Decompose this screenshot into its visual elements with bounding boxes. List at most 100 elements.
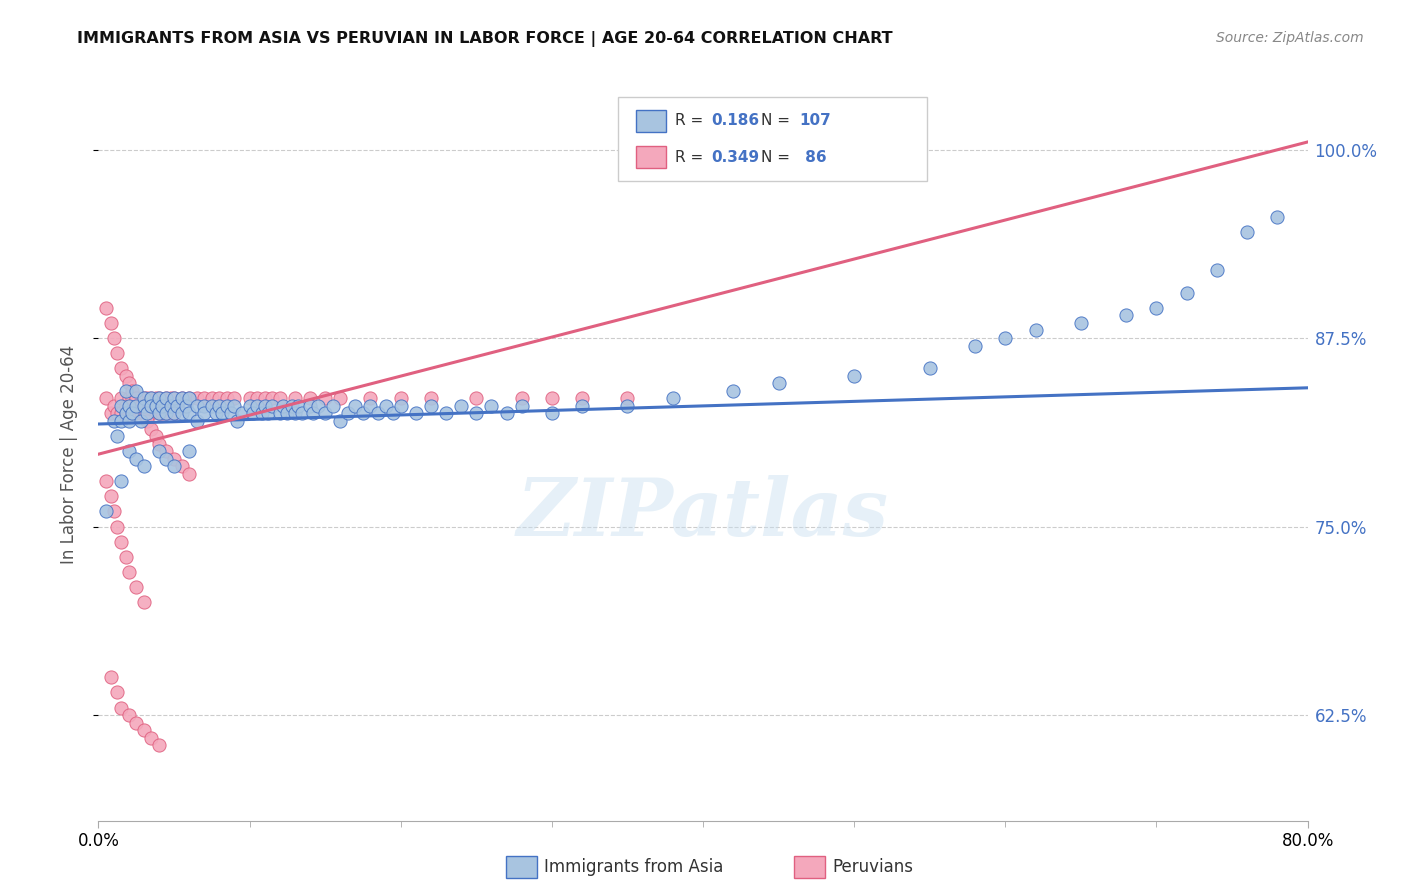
Point xyxy=(125,384,148,398)
Point xyxy=(193,407,215,421)
Point xyxy=(132,459,155,474)
Point xyxy=(1144,301,1167,315)
Point xyxy=(208,392,231,406)
Point xyxy=(201,399,224,413)
Point xyxy=(276,407,298,421)
Point xyxy=(132,407,155,421)
Point xyxy=(1070,316,1092,330)
Text: 107: 107 xyxy=(800,113,831,128)
Point xyxy=(163,451,186,466)
Point xyxy=(110,399,132,413)
Point xyxy=(121,407,143,421)
Point xyxy=(118,414,141,428)
Point xyxy=(1175,285,1198,300)
Point xyxy=(110,392,132,406)
Point xyxy=(170,459,193,474)
Point xyxy=(100,670,122,684)
Point xyxy=(155,444,177,458)
Point xyxy=(105,407,128,421)
Point xyxy=(132,595,155,609)
Point xyxy=(105,519,128,533)
Point xyxy=(179,392,201,406)
Point xyxy=(179,467,201,481)
Point xyxy=(1115,309,1137,323)
Point xyxy=(129,407,152,421)
Point xyxy=(132,399,155,413)
Point xyxy=(495,407,517,421)
Text: R =: R = xyxy=(675,113,709,128)
Point xyxy=(110,700,132,714)
Point xyxy=(163,459,186,474)
Point xyxy=(94,392,117,406)
Point xyxy=(224,399,246,413)
Point xyxy=(205,407,228,421)
Point xyxy=(114,399,136,413)
Point xyxy=(118,565,141,579)
Point xyxy=(250,407,273,421)
Point xyxy=(141,392,163,406)
Point xyxy=(389,392,412,406)
Point xyxy=(118,392,141,406)
Point xyxy=(481,399,503,413)
Point xyxy=(174,399,197,413)
Point xyxy=(281,399,304,413)
Point xyxy=(148,738,170,752)
Point xyxy=(155,392,177,406)
Point xyxy=(105,346,128,360)
Point xyxy=(768,376,790,391)
Point xyxy=(322,399,344,413)
Point xyxy=(148,392,170,406)
Point xyxy=(246,399,269,413)
Point xyxy=(110,534,132,549)
Text: R =: R = xyxy=(675,150,709,165)
Point xyxy=(103,414,125,428)
Point xyxy=(510,399,533,413)
Point xyxy=(121,407,143,421)
Text: Source: ZipAtlas.com: Source: ZipAtlas.com xyxy=(1216,31,1364,45)
FancyBboxPatch shape xyxy=(637,110,665,132)
Point xyxy=(269,407,291,421)
Point xyxy=(132,723,155,738)
Point xyxy=(208,399,231,413)
Point xyxy=(121,384,143,398)
Point xyxy=(405,407,427,421)
Point xyxy=(132,392,155,406)
Point xyxy=(299,392,322,406)
Point xyxy=(269,392,291,406)
Text: ZIPatlas: ZIPatlas xyxy=(517,475,889,552)
Point xyxy=(110,407,132,421)
Text: Peruvians: Peruvians xyxy=(832,858,914,876)
Point xyxy=(287,399,309,413)
Point xyxy=(148,444,170,458)
Point xyxy=(118,376,141,391)
Point xyxy=(135,414,157,428)
Point xyxy=(163,407,186,421)
Point xyxy=(253,392,276,406)
Point xyxy=(193,399,215,413)
Point xyxy=(163,392,186,406)
Point xyxy=(211,407,233,421)
Point xyxy=(155,407,177,421)
Point xyxy=(352,407,374,421)
Point xyxy=(160,399,183,413)
Point xyxy=(434,407,457,421)
Point xyxy=(1024,324,1046,338)
Point xyxy=(420,399,443,413)
Point xyxy=(125,580,148,594)
Point xyxy=(179,392,201,406)
Point xyxy=(179,444,201,458)
Point xyxy=(253,399,276,413)
Point xyxy=(271,399,294,413)
Point xyxy=(186,392,208,406)
Point xyxy=(193,392,215,406)
Point xyxy=(450,399,472,413)
Point xyxy=(121,392,143,406)
Point xyxy=(141,731,163,745)
Point xyxy=(141,399,163,413)
Point xyxy=(145,392,167,406)
Point xyxy=(129,414,152,428)
Point xyxy=(284,407,307,421)
Point xyxy=(965,338,987,352)
Point xyxy=(148,407,170,421)
Point xyxy=(155,392,177,406)
